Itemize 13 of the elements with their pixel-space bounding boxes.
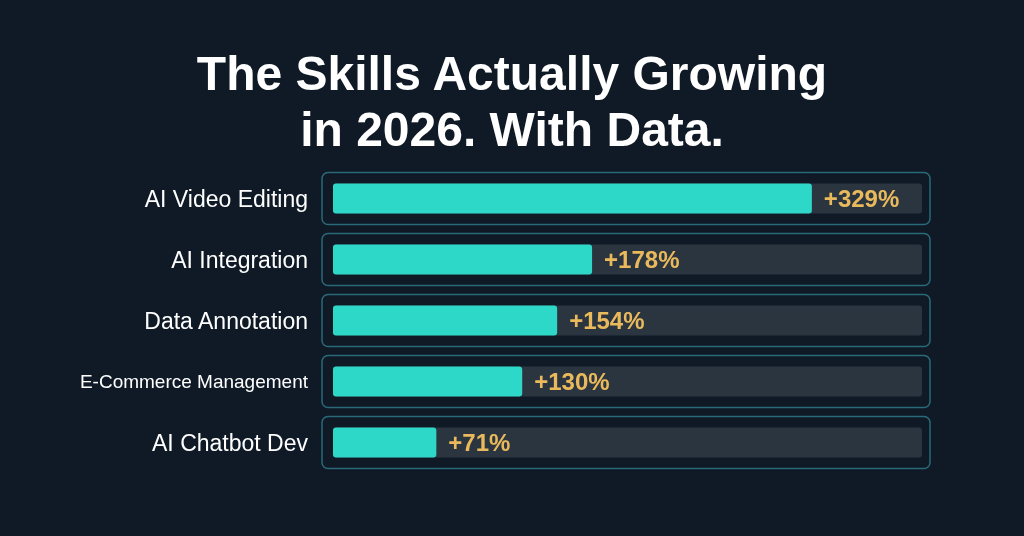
data-label: +71% xyxy=(448,429,511,456)
data-label: +329% xyxy=(823,185,900,212)
bar xyxy=(333,366,523,397)
data-label: +130% xyxy=(534,368,610,395)
y-tick-label: E-Commerce Management xyxy=(79,371,309,392)
y-tick-label: AI Chatbot Dev xyxy=(152,429,309,456)
y-tick-label: AI Video Editing xyxy=(144,185,308,212)
y-tick-label: Data Annotation xyxy=(144,307,308,334)
bar xyxy=(333,427,437,458)
data-label: +178% xyxy=(604,246,680,273)
data-label: +154% xyxy=(569,307,645,334)
y-tick-label: AI Integration xyxy=(171,246,308,273)
chart-title: The Skills Actually Growing in 2026. With Data. xyxy=(196,47,828,156)
